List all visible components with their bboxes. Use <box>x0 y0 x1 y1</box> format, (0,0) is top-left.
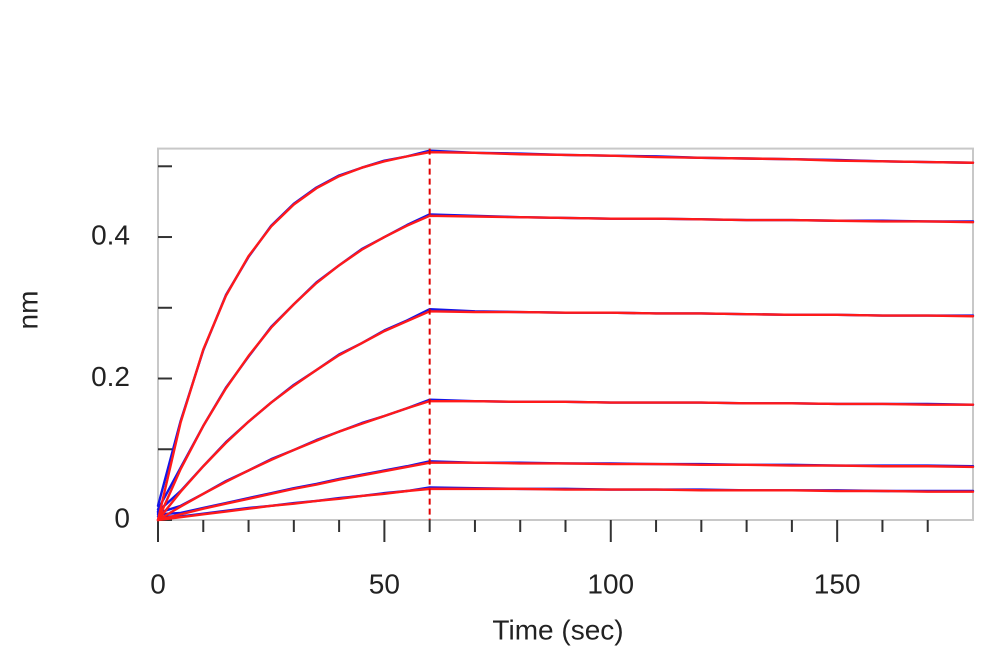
series-line <box>156 399 975 522</box>
x-axis-label: Time (sec) <box>492 614 623 645</box>
series-line <box>156 149 975 508</box>
x-tick-label: 0 <box>150 568 166 599</box>
x-tick-label: 100 <box>587 568 634 599</box>
series-line <box>156 307 975 513</box>
y-tick-label: 0.2 <box>91 361 130 392</box>
x-tick-label: 50 <box>369 568 400 599</box>
series-line <box>156 487 975 522</box>
series-line <box>156 214 975 522</box>
y-tick-label: 0 <box>114 502 130 533</box>
x-tick-label: 150 <box>814 568 861 599</box>
y-axis-label: nm <box>12 291 43 330</box>
y-tick-label: 0.4 <box>91 219 130 250</box>
